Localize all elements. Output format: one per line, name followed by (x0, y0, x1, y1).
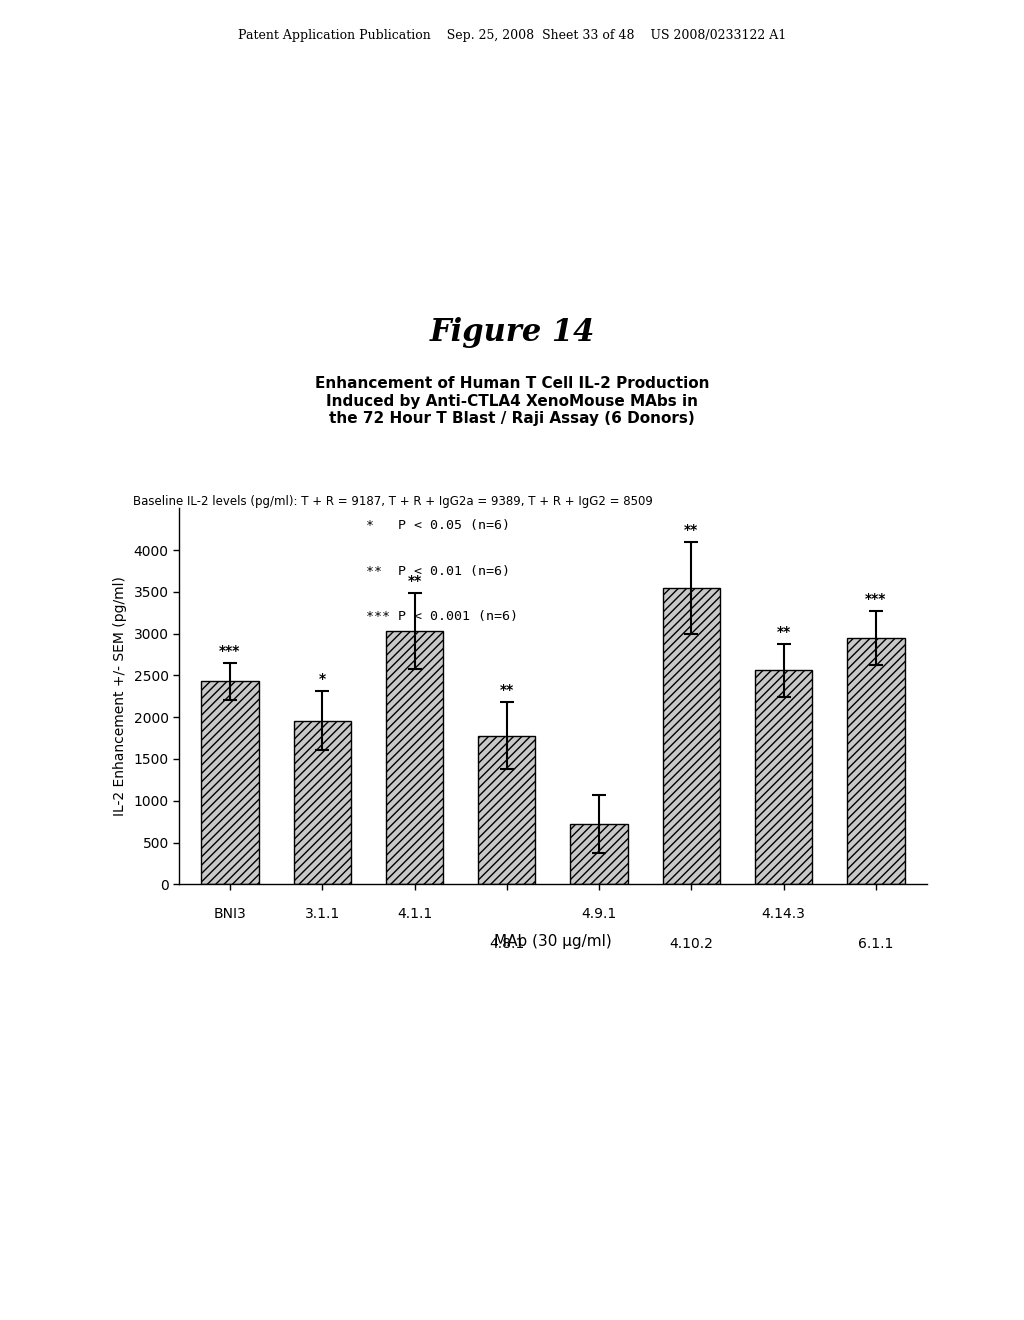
Text: Figure 14: Figure 14 (429, 317, 595, 347)
Text: 4.14.3: 4.14.3 (762, 907, 806, 921)
Text: **: ** (684, 523, 698, 537)
X-axis label: MAb (30 μg/ml): MAb (30 μg/ml) (495, 933, 611, 949)
Bar (570, 824, 628, 884)
Text: **: ** (408, 574, 422, 589)
Text: *** P < 0.001 (n=6): *** P < 0.001 (n=6) (367, 610, 518, 623)
Bar (755, 671, 812, 884)
Text: *: * (318, 672, 326, 686)
Y-axis label: IL-2 Enhancement +/- SEM (pg/ml): IL-2 Enhancement +/- SEM (pg/ml) (113, 577, 127, 816)
Text: 4.8.1: 4.8.1 (489, 937, 524, 952)
Text: **  P < 0.01 (n=6): ** P < 0.01 (n=6) (367, 565, 510, 578)
Bar (202, 681, 259, 884)
Text: **: ** (500, 684, 514, 697)
Text: Patent Application Publication    Sep. 25, 2008  Sheet 33 of 48    US 2008/02331: Patent Application Publication Sep. 25, … (238, 29, 786, 42)
Text: 4.9.1: 4.9.1 (582, 907, 616, 921)
Text: BNI3: BNI3 (214, 907, 247, 921)
Text: 3.1.1: 3.1.1 (304, 907, 340, 921)
Bar (386, 631, 443, 884)
Bar (847, 638, 904, 884)
Text: ***: *** (865, 591, 887, 606)
Text: ***: *** (219, 644, 241, 657)
Text: *   P < 0.05 (n=6): * P < 0.05 (n=6) (367, 520, 510, 532)
Text: 4.1.1: 4.1.1 (397, 907, 432, 921)
Text: Enhancement of Human T Cell IL-2 Production
Induced by Anti-CTLA4 XenoMouse MAbs: Enhancement of Human T Cell IL-2 Product… (314, 376, 710, 426)
Text: **: ** (776, 624, 791, 639)
Text: Baseline IL-2 levels (pg/ml): T + R = 9187, T + R + IgG2a = 9389, T + R + IgG2 =: Baseline IL-2 levels (pg/ml): T + R = 91… (133, 495, 653, 508)
Bar (478, 735, 536, 884)
Text: 4.10.2: 4.10.2 (670, 937, 714, 952)
Bar (294, 721, 351, 884)
Bar (663, 587, 720, 884)
Text: 6.1.1: 6.1.1 (858, 937, 894, 952)
